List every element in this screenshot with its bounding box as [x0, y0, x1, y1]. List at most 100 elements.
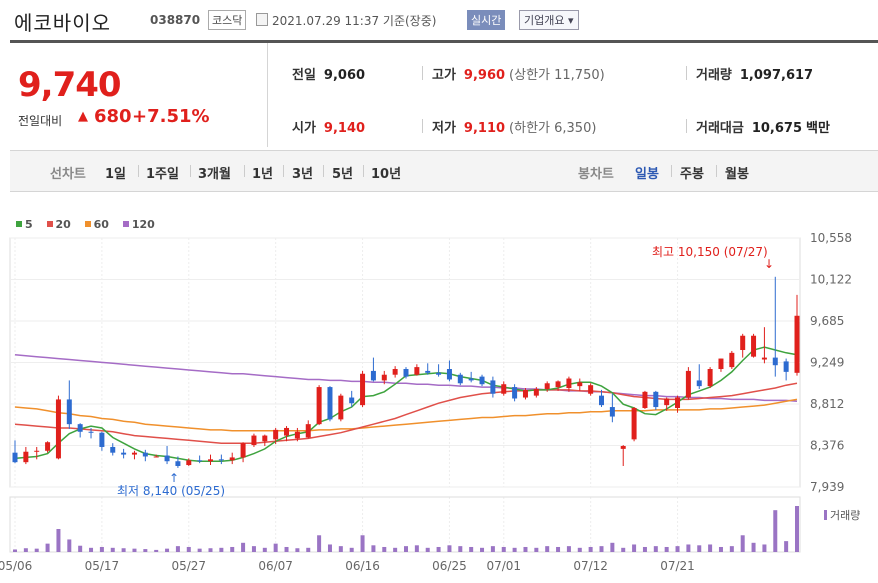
- volume-bar: [686, 544, 691, 552]
- volume-bar: [469, 546, 474, 552]
- candle: [273, 427, 279, 445]
- stock-header: 에코바이오 038870 코스닥 2021.07.29 11:37 기준(장중)…: [0, 0, 878, 42]
- amount-value: 10,675: [751, 121, 803, 136]
- candle-body: [446, 369, 452, 380]
- candle-body: [751, 335, 757, 357]
- candle-body: [685, 370, 691, 398]
- candle-body: [501, 384, 507, 394]
- legend-ma5: 5: [16, 218, 33, 231]
- volume-bar: [404, 546, 408, 552]
- ma120-line: [14, 354, 798, 403]
- candle-body: [609, 407, 615, 417]
- candle: [631, 407, 637, 442]
- tab-3m[interactable]: 3개월: [198, 167, 231, 182]
- volume-bar: [599, 546, 604, 552]
- candle-body: [696, 380, 702, 387]
- candle-body: [99, 432, 105, 447]
- change-value: 680: [94, 106, 132, 127]
- volume-bar: [13, 549, 17, 552]
- candles: [12, 276, 800, 468]
- candle-body: [370, 370, 376, 381]
- tab-3y[interactable]: 3년: [292, 167, 314, 182]
- tab-daily[interactable]: 일봉: [635, 167, 659, 182]
- volume-bar: [577, 547, 582, 552]
- candle-body: [338, 395, 344, 420]
- candle-body: [522, 389, 528, 398]
- change-label: 전일대비: [18, 114, 63, 128]
- volume-bar: [458, 546, 463, 552]
- candle: [533, 387, 539, 398]
- volume-bar: [67, 539, 72, 552]
- volume-bar: [132, 548, 137, 552]
- candle: [446, 360, 452, 382]
- volume-bar: [556, 546, 561, 552]
- open-label: 시가: [292, 121, 316, 136]
- candle-body: [664, 398, 670, 406]
- candle: [262, 434, 268, 447]
- candle: [425, 363, 431, 375]
- tab-5y[interactable]: 5년: [332, 167, 354, 182]
- volume-bar: [317, 535, 322, 552]
- legend-label: 60: [93, 218, 109, 231]
- candle-body: [425, 370, 431, 373]
- candle-body: [457, 374, 463, 384]
- candle-body: [34, 450, 40, 452]
- candle-body: [218, 459, 224, 461]
- candle-body: [142, 452, 148, 457]
- candle: [522, 388, 528, 400]
- company-overview-button[interactable]: 기업개요 ▾: [519, 10, 579, 30]
- candle: [544, 381, 550, 392]
- volume-bar: [251, 546, 256, 552]
- candle-body: [620, 446, 626, 449]
- high: 고가 9,960 (상한가 11,750): [432, 64, 605, 83]
- tab-1w[interactable]: 1주일: [146, 167, 179, 182]
- candle: [208, 454, 213, 466]
- candle: [338, 393, 344, 422]
- candle: [12, 440, 18, 464]
- tab-monthly[interactable]: 월봉: [725, 167, 749, 182]
- candle-body: [740, 335, 746, 350]
- candle-body: [131, 452, 137, 455]
- candle: [403, 367, 409, 379]
- volume-bar: [545, 546, 550, 552]
- high-value: 9,960: [463, 68, 506, 83]
- tab-1y[interactable]: 1년: [252, 167, 274, 182]
- candle: [186, 458, 192, 466]
- open-value: 9,140: [323, 121, 366, 136]
- candle-body: [164, 455, 170, 462]
- lower-limit: (하한가 6,350): [509, 121, 597, 136]
- candle: [77, 423, 83, 438]
- volume-bar: [284, 546, 289, 552]
- y-tick-label: 10,558: [810, 231, 852, 245]
- realtime-button[interactable]: 실시간: [467, 10, 506, 30]
- legend-ma60: 60: [84, 218, 109, 231]
- candle-body: [783, 361, 789, 372]
- candle-body: [284, 427, 290, 436]
- candle-body: [294, 431, 300, 439]
- tab-weekly[interactable]: 주봉: [680, 167, 704, 182]
- quote-divider: [267, 43, 268, 147]
- candle-body: [262, 435, 268, 442]
- tab-1d[interactable]: 1일: [105, 167, 127, 182]
- candle-body: [468, 378, 474, 381]
- legend-label: 5: [25, 218, 33, 231]
- volume-bar: [523, 546, 528, 552]
- volume-bar: [501, 546, 506, 552]
- current-price: 9,740: [18, 65, 122, 105]
- low: 저가 9,110 (하한가 6,350): [432, 117, 596, 136]
- candle-body: [490, 380, 496, 394]
- candle: [577, 378, 583, 391]
- candle-body: [436, 372, 442, 375]
- candle: [218, 454, 224, 465]
- quote-panel: 9,740 전일대비 ▲ 680 +7.51% 전일 9,060 고가 9,960(…: [10, 43, 878, 147]
- candle: [110, 443, 116, 456]
- volume-bar: [653, 546, 658, 552]
- candle: [479, 374, 485, 387]
- amount-label: 거래대금: [696, 121, 744, 136]
- volume-bar: [78, 545, 83, 552]
- candle: [751, 333, 757, 358]
- candle-body: [316, 387, 322, 425]
- change-percent: +7.51%: [132, 106, 210, 127]
- tab-10y[interactable]: 10년: [371, 167, 402, 182]
